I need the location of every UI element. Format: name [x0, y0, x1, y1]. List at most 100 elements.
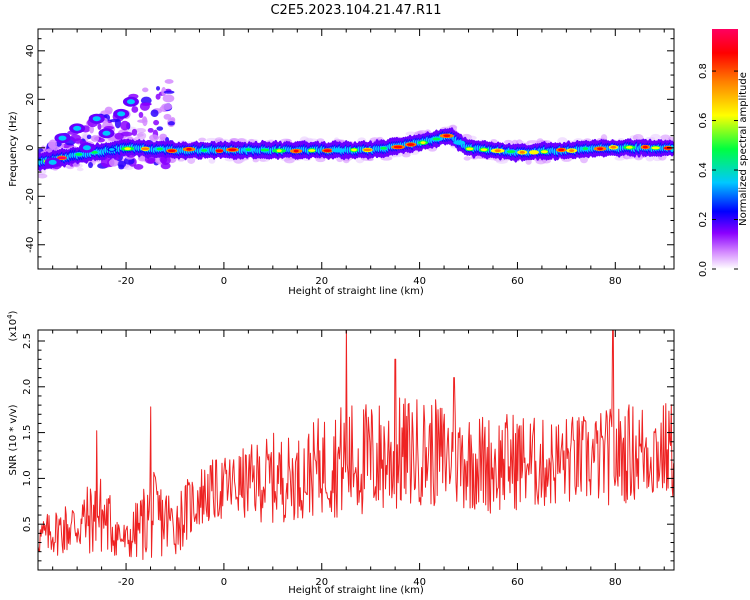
spectrum-halo-blob — [414, 131, 424, 135]
x-tick-label: 20 — [315, 577, 328, 588]
spectrum-halo-blob — [76, 167, 84, 172]
x-tick-label: 60 — [511, 276, 524, 287]
snr-scale-exponent: 4 — [6, 314, 14, 319]
x-tick-label: 20 — [315, 276, 328, 287]
ridge-peak-core — [260, 148, 270, 152]
spectrum-halo-blob — [526, 140, 539, 144]
ridge-peak-core — [167, 149, 176, 153]
ridge-peak-core — [75, 152, 83, 156]
ridge-peak-core — [276, 149, 282, 153]
ridge-peak-core — [610, 145, 617, 149]
snr-axes: -20 0 20 40 60 80 0.5 1.0 1.5 2.0 2.5 — [22, 330, 674, 588]
ridge-peak-core — [651, 146, 660, 150]
ridge-peak-core — [215, 149, 224, 153]
ridge-peak-core — [480, 148, 488, 152]
ridge-peak-core — [363, 148, 373, 152]
spectrum-scatter-blob — [69, 134, 82, 142]
spectrum-halo-blob — [38, 173, 48, 179]
ridge-peak-core — [293, 149, 299, 153]
spectrum-scatter-blob — [155, 86, 161, 91]
ridge-peak-core — [443, 134, 451, 138]
spectrum-halo-blob — [466, 135, 477, 141]
colorbar-tick-label: 0.0 — [698, 261, 709, 277]
spectrum-scatter-blob — [142, 102, 152, 106]
spectrogram-axes: -20 0 20 40 60 80 -40 -20 0 20 40 — [25, 29, 674, 287]
spectrum-scatter-blob — [149, 134, 159, 142]
scatter-cluster-core — [58, 135, 67, 141]
y-tick-label: -20 — [25, 188, 36, 204]
spectrum-scatter-blob — [150, 109, 159, 117]
scatter-cluster-core — [48, 159, 57, 165]
x-tick-label: -20 — [118, 577, 134, 588]
ridge-peak-core — [156, 147, 163, 151]
x-tick-label: 60 — [511, 577, 524, 588]
spectrum-scatter-blob — [161, 103, 173, 110]
spectrum-scatter-blob — [89, 125, 94, 134]
snr-scale-base: (x10 — [8, 319, 19, 342]
spectrum-scatter-blob — [108, 158, 119, 167]
spectrogram-marks — [38, 79, 674, 179]
ridge-peak-core — [625, 145, 633, 149]
spectrogram-xlabel: Height of straight line (km) — [288, 286, 424, 297]
spectrum-scatter-blob — [162, 94, 175, 103]
spectrum-scatter-blob — [161, 86, 167, 97]
spectrum-scatter-blob — [137, 155, 147, 162]
colorbar-tick-label: 0.2 — [698, 212, 709, 228]
y-tick-label: 0 — [25, 145, 36, 151]
spectrum-scatter-blob — [100, 157, 113, 168]
colorbar-gradient — [712, 29, 738, 269]
spectrum-halo-blob — [198, 137, 207, 142]
ridge-peak-core — [201, 148, 208, 152]
ridge-peak-core — [124, 147, 131, 151]
spectrum-scatter-blob — [88, 161, 93, 169]
spectrum-halo-blob — [525, 159, 532, 165]
spectrum-scatter-blob — [97, 123, 102, 130]
ridge-peak-core — [432, 137, 441, 141]
spectrum-scatter-blob — [133, 164, 144, 170]
spectrum-scatter-blob — [86, 134, 92, 140]
colorbar-tick-label: 0.6 — [698, 113, 709, 129]
ridge-peak-core — [335, 148, 342, 152]
spectrum-scatter-blob — [147, 127, 154, 133]
spectrogram-panel: -20 0 20 40 60 80 -40 -20 0 20 40 Height of straig… — [8, 28, 675, 297]
ridge-peak-core — [245, 148, 252, 152]
ridge-peak-core — [323, 149, 332, 153]
spectrum-halo-blob — [137, 132, 147, 140]
spectrum-scatter-blob — [131, 128, 138, 136]
spectrum-scatter-blob — [120, 120, 130, 131]
colorbar-ticks: 0.0 0.2 0.4 0.6 0.8 — [698, 63, 738, 277]
spectrum-scatter-blob — [153, 119, 160, 126]
spectrogram-ylabel: Frequency (Hz) — [8, 111, 19, 187]
y-tick-label: 2.5 — [22, 333, 33, 349]
figure-title: C2E5.2023.104.21.47.R11 — [270, 3, 441, 18]
ridge-peak-core — [393, 145, 403, 149]
spectrum-scatter-blob — [118, 164, 125, 170]
ridge-peak-core — [380, 146, 387, 150]
ridge-peak-core — [519, 150, 526, 154]
y-tick-label: 0.5 — [22, 516, 33, 532]
snr-scale-close: ) — [8, 310, 19, 314]
ridge-peak-core — [569, 149, 575, 153]
spectrum-halo-blob — [632, 134, 644, 142]
colorbar: 0.0 0.2 0.4 0.6 0.8 Normalized spectral ampl… — [698, 29, 749, 277]
spectrum-scatter-blob — [100, 110, 113, 115]
snr-xlabel: Height of straight line (km) — [288, 585, 424, 596]
ridge-peak-core — [494, 149, 501, 153]
x-tick-label: 0 — [221, 577, 227, 588]
snr-ylabel: SNR (10 * v/v) — [8, 404, 19, 475]
spectrum-halo-blob — [650, 133, 661, 141]
spectrum-scatter-blob — [163, 113, 172, 120]
x-tick-label: 0 — [221, 276, 227, 287]
y-tick-label: 1.0 — [22, 470, 33, 486]
snr-frame — [37, 329, 675, 571]
ridge-peak-core — [57, 156, 67, 160]
scatter-cluster-core — [73, 125, 82, 131]
ridge-peak-core — [420, 141, 426, 145]
x-tick-label: 40 — [413, 276, 426, 287]
scatter-cluster-core — [126, 99, 135, 105]
spectrum-scatter-blob — [164, 79, 174, 84]
ridge-peak-core — [108, 148, 115, 151]
y-tick-label: 20 — [25, 93, 36, 106]
x-tick-label: 80 — [609, 276, 622, 287]
